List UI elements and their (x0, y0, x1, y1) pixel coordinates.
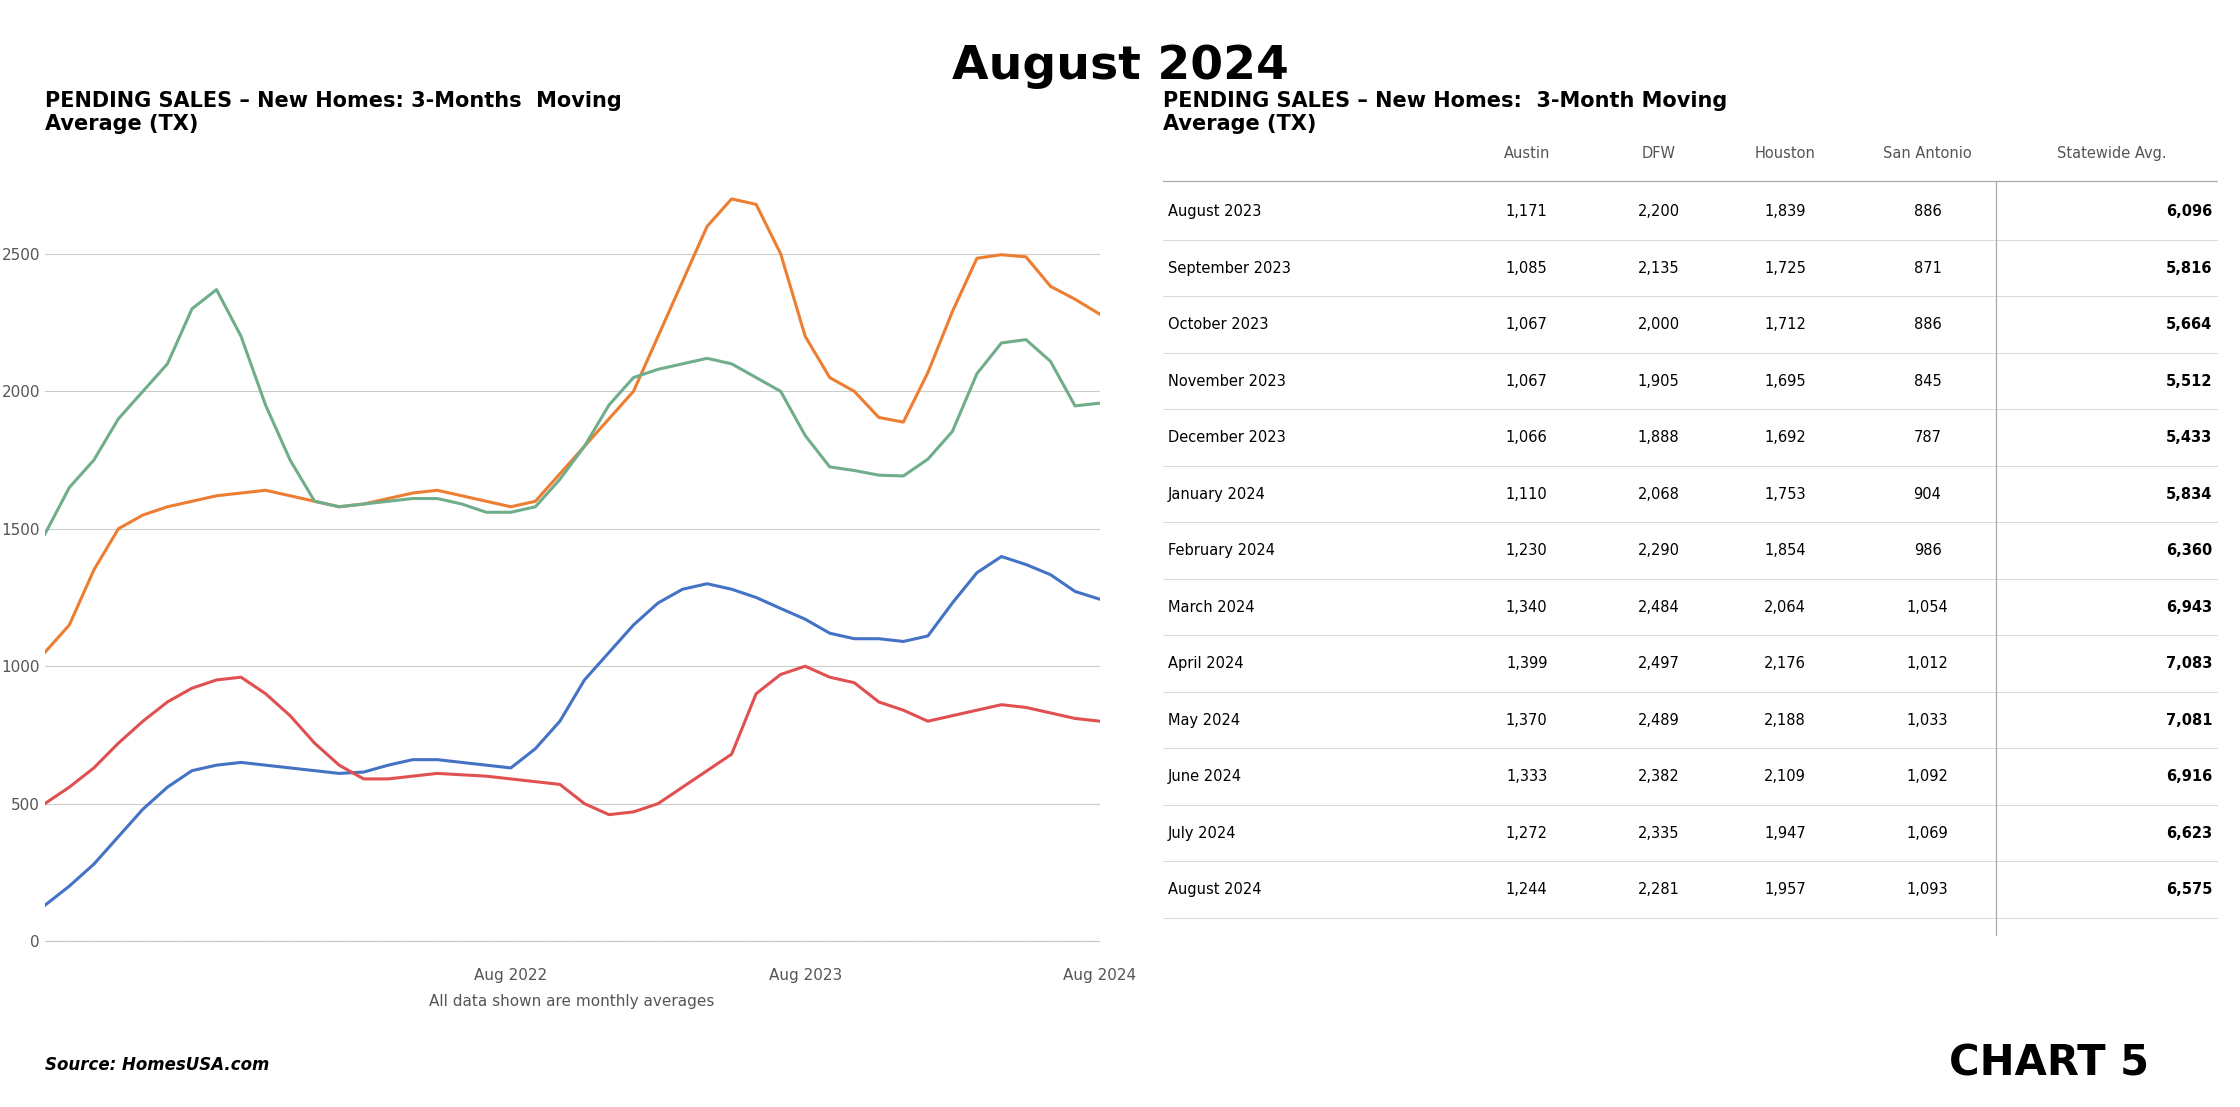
Text: 1,947: 1,947 (1765, 826, 1805, 840)
Text: 5,816: 5,816 (2166, 261, 2213, 276)
Text: 2,497: 2,497 (1637, 656, 1680, 671)
Text: 1,333: 1,333 (1505, 769, 1548, 784)
Text: 1,692: 1,692 (1765, 431, 1805, 445)
Text: 2,382: 2,382 (1637, 769, 1680, 784)
Text: 1,839: 1,839 (1765, 204, 1805, 219)
Text: 1,725: 1,725 (1765, 261, 1805, 276)
Text: 7,083: 7,083 (2166, 656, 2213, 671)
Text: September 2023: September 2023 (1167, 261, 1290, 276)
Text: CHART 5: CHART 5 (1949, 1043, 2148, 1085)
Text: 2,176: 2,176 (1765, 656, 1805, 671)
Text: 2,188: 2,188 (1765, 713, 1805, 727)
Text: July 2024: July 2024 (1167, 826, 1236, 840)
Text: 1,905: 1,905 (1637, 374, 1680, 389)
Text: 2,290: 2,290 (1637, 544, 1680, 558)
Text: August 2024: August 2024 (952, 44, 1288, 90)
Text: DFW: DFW (1642, 146, 1676, 161)
Text: Statewide Avg.: Statewide Avg. (2056, 146, 2166, 161)
Text: 6,096: 6,096 (2166, 204, 2213, 219)
Text: 6,623: 6,623 (2166, 826, 2213, 840)
Text: November 2023: November 2023 (1167, 374, 1286, 389)
Text: 1,012: 1,012 (1906, 656, 1949, 671)
Text: 7,081: 7,081 (2166, 713, 2213, 727)
Text: 1,712: 1,712 (1765, 318, 1805, 332)
Text: March 2024: March 2024 (1167, 600, 1254, 614)
Text: 1,085: 1,085 (1505, 261, 1548, 276)
Text: 1,067: 1,067 (1505, 374, 1548, 389)
Text: 1,888: 1,888 (1637, 431, 1680, 445)
Text: 1,093: 1,093 (1906, 882, 1949, 897)
Text: December 2023: December 2023 (1167, 431, 1286, 445)
Text: 2,484: 2,484 (1637, 600, 1680, 614)
Text: Austin: Austin (1503, 146, 1550, 161)
Text: May 2024: May 2024 (1167, 713, 1241, 727)
Text: 2,064: 2,064 (1765, 600, 1805, 614)
Text: 886: 886 (1913, 318, 1942, 332)
Text: 2,281: 2,281 (1637, 882, 1680, 897)
Text: San Antonio: San Antonio (1884, 146, 1971, 161)
Text: 904: 904 (1913, 487, 1942, 501)
Text: 6,916: 6,916 (2166, 769, 2213, 784)
Text: August 2023: August 2023 (1167, 204, 1261, 219)
Text: August 2024: August 2024 (1167, 882, 1261, 897)
Text: 6,575: 6,575 (2166, 882, 2213, 897)
Text: February 2024: February 2024 (1167, 544, 1275, 558)
Text: 2,068: 2,068 (1637, 487, 1680, 501)
Text: 1,753: 1,753 (1765, 487, 1805, 501)
Text: 2,135: 2,135 (1637, 261, 1680, 276)
Text: 6,943: 6,943 (2166, 600, 2213, 614)
Text: 787: 787 (1913, 431, 1942, 445)
Text: 2,335: 2,335 (1637, 826, 1680, 840)
Text: 986: 986 (1913, 544, 1942, 558)
Text: 1,230: 1,230 (1505, 544, 1548, 558)
Text: 1,092: 1,092 (1906, 769, 1949, 784)
Text: 1,272: 1,272 (1505, 826, 1548, 840)
Text: 1,069: 1,069 (1906, 826, 1949, 840)
Text: 1,340: 1,340 (1505, 600, 1548, 614)
Text: PENDING SALES – New Homes:  3-Month Moving
Average (TX): PENDING SALES – New Homes: 3-Month Movin… (1163, 91, 1727, 134)
Text: 1,399: 1,399 (1505, 656, 1548, 671)
Text: 1,054: 1,054 (1906, 600, 1949, 614)
Text: 1,033: 1,033 (1906, 713, 1949, 727)
Text: Source: HomesUSA.com: Source: HomesUSA.com (45, 1056, 269, 1074)
Text: 1,110: 1,110 (1505, 487, 1548, 501)
Text: 1,854: 1,854 (1765, 544, 1805, 558)
Text: 1,695: 1,695 (1765, 374, 1805, 389)
Text: 5,834: 5,834 (2166, 487, 2213, 501)
Text: PENDING SALES – New Homes: 3-Months  Moving
Average (TX): PENDING SALES – New Homes: 3-Months Movi… (45, 91, 620, 134)
Text: April 2024: April 2024 (1167, 656, 1243, 671)
Text: 6,360: 6,360 (2166, 544, 2213, 558)
Text: 2,000: 2,000 (1637, 318, 1680, 332)
Text: 2,200: 2,200 (1637, 204, 1680, 219)
Text: 845: 845 (1913, 374, 1942, 389)
Text: 1,066: 1,066 (1505, 431, 1548, 445)
Text: 1,957: 1,957 (1765, 882, 1805, 897)
Text: Houston: Houston (1754, 146, 1817, 161)
Text: 2,109: 2,109 (1765, 769, 1805, 784)
Text: 886: 886 (1913, 204, 1942, 219)
Text: 1,370: 1,370 (1505, 713, 1548, 727)
Text: 2,489: 2,489 (1637, 713, 1680, 727)
Text: 1,171: 1,171 (1505, 204, 1548, 219)
Text: 5,664: 5,664 (2166, 318, 2213, 332)
Text: 5,433: 5,433 (2166, 431, 2213, 445)
Text: January 2024: January 2024 (1167, 487, 1266, 501)
Text: October 2023: October 2023 (1167, 318, 1268, 332)
Text: 1,067: 1,067 (1505, 318, 1548, 332)
X-axis label: All data shown are monthly averages: All data shown are monthly averages (430, 994, 715, 1010)
Text: 5,512: 5,512 (2166, 374, 2213, 389)
Text: 1,244: 1,244 (1505, 882, 1548, 897)
Text: 871: 871 (1913, 261, 1942, 276)
Text: June 2024: June 2024 (1167, 769, 1243, 784)
